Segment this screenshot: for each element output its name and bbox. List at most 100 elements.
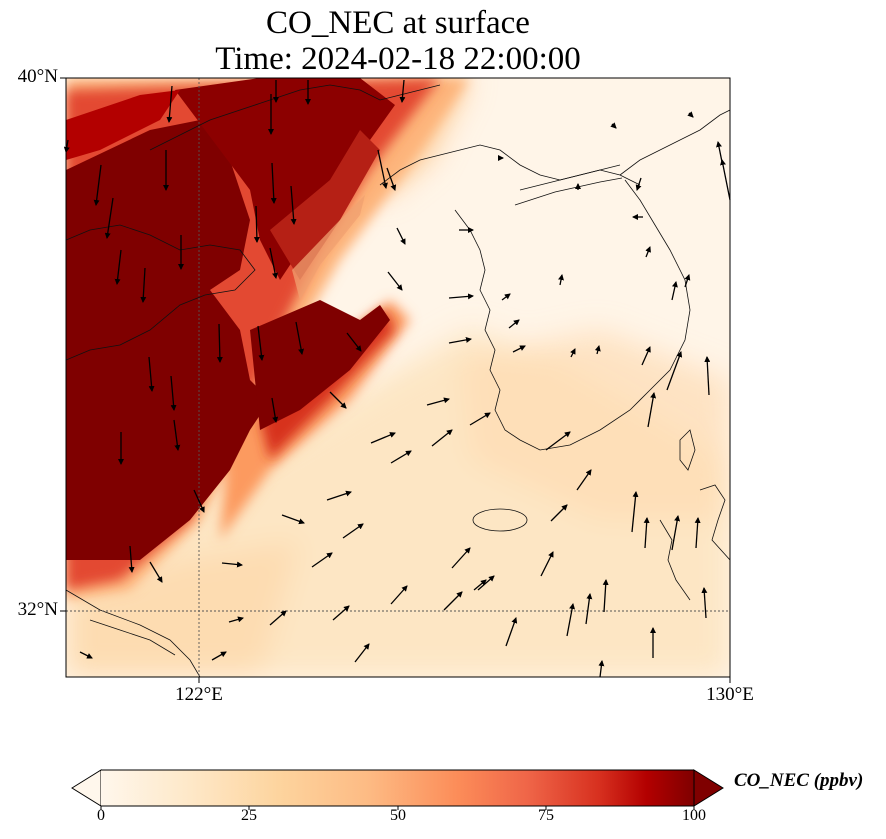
wind-arrow xyxy=(473,579,487,591)
wind-arrow xyxy=(704,356,711,396)
coastline-kyushu-2 xyxy=(659,519,691,601)
wind-arrow xyxy=(149,561,163,583)
wind-arrow xyxy=(469,412,491,426)
wind-arrow xyxy=(269,247,278,279)
wind-arrow xyxy=(647,392,657,428)
colorbar-tick-25: 25 xyxy=(241,807,257,824)
coastline-korea-east xyxy=(619,109,730,176)
wind-arrow xyxy=(221,561,243,568)
wind-arrow xyxy=(253,205,260,243)
wind-arrow xyxy=(346,332,362,352)
wind-arrow xyxy=(390,585,408,605)
wind-arrow xyxy=(228,616,244,623)
wind-arrow xyxy=(558,274,564,286)
colorbar-tick-0: 0 xyxy=(97,807,105,824)
wind-arrow xyxy=(211,651,227,661)
wind-arrow xyxy=(173,419,181,451)
wind-arrow xyxy=(570,348,576,358)
wind-arrow xyxy=(701,587,708,619)
wind-arrow xyxy=(550,504,568,522)
coastline-tsushima xyxy=(679,429,696,471)
wind-arrow xyxy=(594,345,601,355)
wind-arrow xyxy=(540,551,554,577)
wind-arrow xyxy=(114,249,122,285)
wind-arrow xyxy=(545,431,571,451)
coastline-jeju xyxy=(472,508,528,532)
map-frame xyxy=(65,77,731,678)
coastline-yangtze-inner xyxy=(89,619,176,656)
map-title: CO_NEC at surface xyxy=(266,5,530,41)
wind-arrow xyxy=(684,274,691,288)
lon-label-130e: 130°E xyxy=(706,684,754,705)
wind-arrow xyxy=(448,336,472,344)
map-figure xyxy=(60,77,731,683)
wind-arrow xyxy=(512,345,526,353)
wind-arrow xyxy=(370,432,396,444)
wind-arrow xyxy=(377,149,388,189)
wind-arrow xyxy=(443,591,463,611)
wind-arrow xyxy=(645,246,651,258)
map-subtitle-time: Time: 2024-02-18 22:00:00 xyxy=(215,41,581,77)
lon-label-122e: 122°E xyxy=(175,684,223,705)
gridlines xyxy=(66,78,730,677)
wind-arrow xyxy=(671,515,681,551)
wind-arrow xyxy=(641,346,651,366)
wind-arrow xyxy=(270,162,277,204)
wind-arrow xyxy=(635,177,642,191)
wind-arrow xyxy=(387,271,403,291)
wind-arrow xyxy=(326,490,352,501)
colorbar-extend-max xyxy=(693,769,724,807)
wind-vectors xyxy=(63,79,731,678)
wind-arrow xyxy=(716,141,723,163)
wind-arrow xyxy=(257,325,265,361)
wind-arrow xyxy=(140,267,147,303)
wind-arrow xyxy=(271,397,279,423)
wind-arrow xyxy=(598,660,605,678)
wind-arrow xyxy=(666,351,683,391)
wind-arrow xyxy=(720,159,731,201)
wind-arrow xyxy=(269,610,287,626)
colorbar-ticks xyxy=(100,806,695,810)
lat-label-40n: 40°N xyxy=(17,66,58,87)
wind-arrow xyxy=(386,167,397,191)
wind-arrow xyxy=(148,356,155,392)
wind-arrow xyxy=(399,79,406,103)
colorbar-tick-75: 75 xyxy=(538,807,554,824)
coastlines xyxy=(66,84,730,677)
wind-arrow xyxy=(431,429,453,447)
lat-label-32n: 32°N xyxy=(17,599,58,620)
wind-arrow xyxy=(566,603,576,637)
wind-arrow xyxy=(610,122,617,129)
wind-arrow xyxy=(508,319,520,329)
colorbar-tick-100: 100 xyxy=(682,807,706,824)
wind-arrow xyxy=(79,651,93,659)
wind-arrow xyxy=(216,323,223,363)
wind-arrow xyxy=(396,227,406,245)
wind-arrow xyxy=(311,552,333,568)
wind-arrow xyxy=(602,579,609,613)
coastline-bohai xyxy=(66,224,256,361)
wind-arrow xyxy=(585,593,593,625)
wind-arrow xyxy=(342,523,364,539)
river-border xyxy=(519,164,621,191)
wind-arrow xyxy=(643,517,650,549)
wind-arrow xyxy=(448,293,474,300)
wind-arrow xyxy=(332,605,350,621)
colorbar-extend-min xyxy=(71,769,102,807)
wind-arrow xyxy=(295,321,305,355)
wind-arrow xyxy=(451,547,471,569)
colorbar-gradient xyxy=(101,770,694,806)
colorbar-tick-50: 50 xyxy=(390,807,406,824)
wind-arrow xyxy=(576,469,592,491)
wind-arrow xyxy=(390,450,412,464)
field-max-layer xyxy=(66,78,395,560)
wind-arrow xyxy=(93,164,102,206)
wind-arrow xyxy=(426,397,450,406)
colorbar xyxy=(71,769,724,810)
wind-arrow xyxy=(631,491,639,533)
wind-arrow xyxy=(694,517,701,549)
wind-arrow xyxy=(193,489,205,513)
wind-arrow xyxy=(128,545,135,573)
wind-arrow xyxy=(170,375,177,411)
wind-arrow xyxy=(104,197,114,239)
